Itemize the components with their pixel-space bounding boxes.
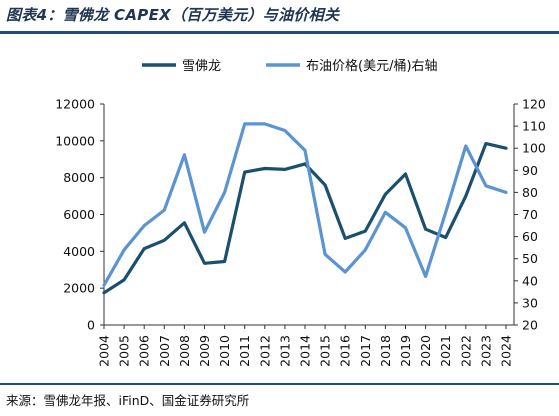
series-1-point (464, 194, 467, 198)
series-2-point (183, 153, 186, 156)
series-2-point (344, 270, 347, 274)
left-tick-label: 10000 (55, 133, 95, 148)
x-tick-label: 2023 (478, 335, 493, 367)
right-tick-label: 70 (522, 207, 538, 222)
series-1-point (303, 162, 307, 166)
series-1-point (484, 142, 488, 145)
series-2-point (203, 231, 206, 234)
legend: 雪佛龙 布油价格(美元/桶)右轴 (142, 58, 438, 74)
legend-label-1: 雪佛龙 (182, 59, 221, 74)
x-tick-label: 2012 (257, 335, 272, 367)
series-2-point (102, 284, 106, 287)
x-tick-label: 2016 (338, 335, 353, 367)
series-1-point (243, 170, 246, 174)
series-1-point (384, 193, 387, 196)
right-axis: 20 30 40 50 60 70 80 90 100 110 120 (513, 97, 546, 333)
series-1-point (323, 183, 327, 187)
series-2-point (303, 149, 307, 152)
series-2-point (163, 208, 166, 212)
series-1-point (183, 221, 186, 224)
series-1-point (223, 260, 226, 263)
series-2-point (223, 191, 226, 194)
series-1-point (283, 168, 287, 171)
series-2-point (143, 224, 146, 227)
series-1-point (122, 278, 126, 282)
left-tick-label: 12000 (55, 97, 95, 112)
series-1-point (504, 147, 508, 150)
x-tick-label: 2007 (157, 335, 172, 367)
left-tick-label: 4000 (63, 244, 95, 259)
series-1-point (163, 239, 166, 242)
series-1-point (424, 228, 427, 231)
series-1-point (364, 229, 367, 233)
x-tick-label: 2021 (438, 335, 453, 367)
series-1-point (263, 167, 266, 170)
series-2-point (404, 226, 407, 229)
series-2-point (243, 122, 246, 126)
x-tick-label: 2017 (358, 335, 373, 367)
x-tick-label: 2015 (318, 335, 333, 367)
series-layer (102, 122, 508, 295)
left-tick-label: 2000 (63, 281, 95, 296)
series-1-point (444, 236, 447, 239)
series-2-point (384, 211, 387, 214)
series-1-point (404, 172, 407, 176)
series-1-point (344, 237, 347, 240)
x-tick-label: 2004 (97, 335, 112, 367)
left-tick-label: 8000 (63, 170, 95, 185)
right-tick-label: 30 (522, 295, 538, 310)
x-tick-label: 2019 (398, 335, 413, 367)
left-axis: 0 2000 4000 6000 8000 10000 12000 (55, 97, 105, 333)
x-tick-label: 2018 (378, 335, 393, 367)
x-tick-label: 2014 (298, 335, 313, 367)
series-line-2 (102, 122, 508, 287)
series-2-point (484, 184, 488, 187)
right-tick-label: 60 (522, 229, 538, 244)
right-tick-label: 20 (522, 318, 538, 333)
series-2-point (323, 253, 327, 256)
x-tick-label: 2013 (277, 335, 292, 367)
x-tick-label: 2009 (197, 335, 212, 367)
series-1-point (102, 291, 106, 294)
title-divider (0, 31, 559, 34)
x-tick-label: 2005 (117, 335, 132, 367)
series-1-point (143, 247, 146, 250)
right-tick-label: 100 (522, 141, 546, 156)
right-tick-label: 90 (522, 163, 538, 178)
left-tick-label: 0 (87, 318, 95, 333)
x-tick-label: 2024 (499, 335, 514, 367)
left-tick-label: 6000 (63, 207, 95, 222)
series-2-point (504, 191, 508, 194)
legend-label-2: 布油价格(美元/桶)右轴 (306, 58, 438, 74)
x-tick-label: 2006 (137, 335, 152, 367)
right-tick-label: 50 (522, 251, 538, 266)
figure-title: 图表4：雪佛龙 CAPEX（百万美元）与油价相关 (6, 6, 340, 24)
x-tick-label: 2011 (237, 335, 252, 367)
right-tick-label: 120 (522, 97, 546, 112)
series-2-point (464, 144, 467, 148)
series-2-point (283, 129, 287, 132)
series-line-1 (102, 142, 508, 295)
source-note: 来源：雪佛龙年报、iFinD、国金证券研究所 (6, 393, 250, 408)
source-divider (0, 383, 559, 385)
right-tick-label: 40 (522, 273, 538, 288)
x-tick-label: 2020 (418, 335, 433, 367)
series-2-point (122, 248, 126, 252)
series-2-point (263, 122, 266, 126)
x-axis: 2004 2005 2006 2007 2008 2009 2010 2011 2012 2013… (97, 324, 514, 367)
x-tick-label: 2022 (458, 335, 473, 367)
series-2-point (364, 248, 367, 252)
x-tick-label: 2008 (177, 335, 192, 367)
series-2-point (444, 211, 447, 214)
x-tick-label: 2010 (217, 335, 232, 367)
right-tick-label: 110 (522, 119, 546, 134)
right-tick-label: 80 (522, 185, 538, 200)
series-1-point (203, 262, 206, 265)
series-2-point (424, 275, 427, 278)
